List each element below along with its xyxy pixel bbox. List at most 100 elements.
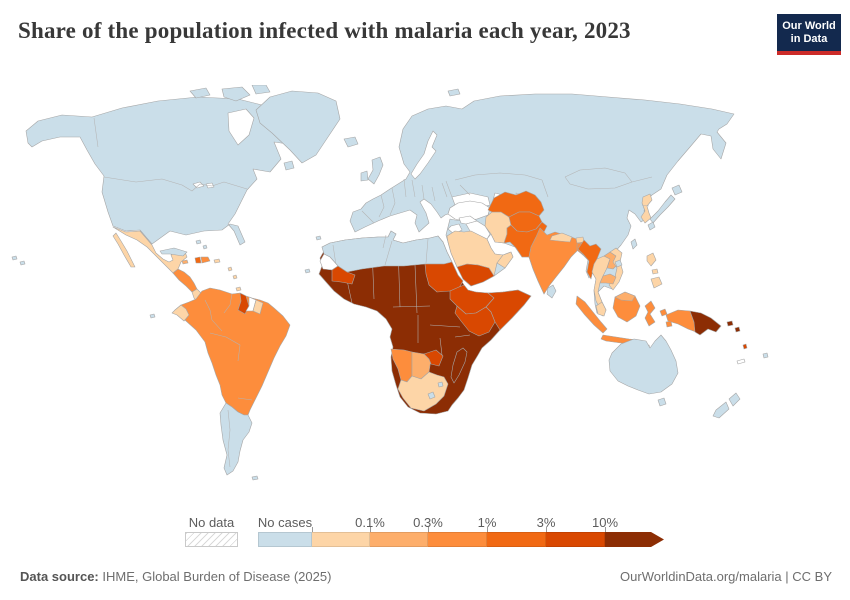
- legend-segment-lt-0.1[interactable]: [312, 532, 370, 547]
- region-north-africa[interactable]: [321, 230, 453, 273]
- region-suriname[interactable]: [245, 296, 257, 312]
- legend-tick-3%: 3%: [536, 515, 556, 530]
- baltic-sea: [410, 130, 438, 180]
- region-japan-honshu[interactable]: [649, 194, 676, 224]
- region-victoria-island[interactable]: [189, 87, 211, 99]
- owid-logo[interactable]: Our World in Data: [777, 14, 841, 55]
- region-newfoundland[interactable]: [283, 160, 295, 171]
- region-sri-lanka[interactable]: [546, 284, 557, 299]
- region-hawaii-b[interactable]: [19, 260, 26, 266]
- region-canary-islands[interactable]: [315, 235, 322, 241]
- legend-tick-10%: 10%: [591, 515, 619, 530]
- region-japan-hokkaido[interactable]: [671, 184, 683, 196]
- region-greenland[interactable]: [255, 90, 341, 164]
- region-cape-verde[interactable]: [304, 268, 311, 274]
- region-eswatini[interactable]: [437, 381, 444, 388]
- legend-no-data-swatch[interactable]: [185, 532, 238, 547]
- region-uk[interactable]: [367, 156, 384, 185]
- region-japan-kyushu[interactable]: [647, 221, 656, 231]
- region-lesser-antilles-b[interactable]: [232, 274, 238, 280]
- region-vietnam[interactable]: [608, 247, 624, 291]
- region-galapagos[interactable]: [149, 313, 156, 319]
- owid-url-link[interactable]: OurWorldinData.org/malaria: [620, 569, 782, 584]
- region-baja-california[interactable]: [112, 232, 136, 268]
- region-ellesmere-island[interactable]: [251, 85, 271, 95]
- region-tasmania[interactable]: [657, 397, 667, 407]
- page-title: Share of the population infected with ma…: [18, 18, 631, 43]
- legend-tickmark: [312, 527, 313, 532]
- region-vanuatu[interactable]: [742, 343, 748, 350]
- region-sumatra[interactable]: [575, 295, 608, 334]
- europe-borders: [361, 178, 471, 224]
- region-myanmar[interactable]: [577, 239, 602, 280]
- south-america-borders: [204, 293, 253, 468]
- region-french-guiana[interactable]: [252, 299, 264, 315]
- legend-segment-no-cases[interactable]: [258, 532, 312, 547]
- legend-segment-0.3-1[interactable]: [428, 532, 487, 547]
- region-oman[interactable]: [496, 251, 514, 269]
- region-solomon-b[interactable]: [734, 326, 741, 333]
- asia-borders: [454, 167, 653, 198]
- region-south-africa[interactable]: [397, 371, 449, 412]
- region-moluccas-a[interactable]: [659, 308, 668, 317]
- legend-segment-1-3[interactable]: [487, 532, 546, 547]
- legend-segment-gt-10[interactable]: [605, 532, 664, 547]
- region-kenya[interactable]: [454, 305, 496, 337]
- region-zimbabwe[interactable]: [423, 349, 444, 367]
- region-yemen[interactable]: [456, 263, 495, 287]
- legend-segment-3-10[interactable]: [546, 532, 605, 547]
- region-bahamas-b[interactable]: [202, 244, 208, 250]
- region-puerto-rico[interactable]: [213, 258, 221, 264]
- region-fiji[interactable]: [762, 352, 769, 359]
- region-malay-peninsula[interactable]: [595, 301, 607, 317]
- region-guatemala-nicaragua[interactable]: [172, 268, 198, 293]
- legend-tick-1%: 1%: [477, 515, 497, 530]
- region-cambodia[interactable]: [599, 273, 617, 285]
- region-svalbard[interactable]: [447, 88, 461, 97]
- region-ecuador[interactable]: [171, 304, 190, 322]
- region-new-zealand-south[interactable]: [712, 401, 730, 419]
- region-ireland[interactable]: [360, 170, 369, 182]
- region-australia[interactable]: [608, 334, 679, 395]
- region-borneo-malaysia[interactable]: [614, 291, 636, 302]
- region-dominican-republic[interactable]: [200, 256, 211, 264]
- region-guyana[interactable]: [237, 292, 250, 315]
- region-sulawesi[interactable]: [644, 300, 656, 327]
- region-papua-new-guinea[interactable]: [689, 310, 722, 336]
- legend-segment-0.1-0.3[interactable]: [370, 532, 428, 547]
- region-turkmenistan-uzbekistan[interactable]: [487, 190, 545, 218]
- region-nepal[interactable]: [549, 232, 573, 243]
- africa-borders: [344, 244, 471, 356]
- region-taiwan[interactable]: [630, 238, 638, 250]
- region-mauritania[interactable]: [331, 265, 356, 285]
- region-cuba[interactable]: [159, 247, 188, 257]
- region-new-caledonia[interactable]: [736, 358, 746, 365]
- region-hawaii-a[interactable]: [11, 255, 18, 261]
- region-philippines-luzon[interactable]: [646, 252, 657, 267]
- cc-by-link[interactable]: CC BY: [792, 569, 832, 584]
- owid-logo-red-bar: [777, 51, 841, 55]
- region-lesser-antilles-a[interactable]: [227, 266, 233, 272]
- legend-tickmark: [546, 527, 547, 532]
- region-solomon-a[interactable]: [726, 320, 734, 327]
- region-hainan[interactable]: [614, 259, 623, 268]
- region-iceland[interactable]: [343, 136, 359, 148]
- region-haiti[interactable]: [194, 256, 202, 264]
- region-trinidad[interactable]: [235, 286, 242, 292]
- region-jamaica[interactable]: [181, 259, 189, 265]
- region-philippines-visayas[interactable]: [651, 268, 659, 275]
- region-falkland-islands[interactable]: [251, 475, 259, 481]
- region-north-america[interactable]: [25, 96, 295, 246]
- region-somalia[interactable]: [485, 289, 532, 331]
- region-new-zealand-north[interactable]: [728, 392, 741, 407]
- region-madagascar[interactable]: [450, 347, 468, 384]
- region-baffin-island[interactable]: [221, 86, 251, 102]
- region-northern-south-america[interactable]: [174, 287, 291, 416]
- region-philippines-mindanao[interactable]: [650, 276, 663, 289]
- region-argentina-chile[interactable]: [219, 402, 253, 476]
- region-lesotho[interactable]: [427, 391, 436, 400]
- owid-logo-line2: in Data: [790, 33, 828, 45]
- region-bahamas-a[interactable]: [195, 239, 202, 245]
- legend-tickmark: [605, 527, 606, 532]
